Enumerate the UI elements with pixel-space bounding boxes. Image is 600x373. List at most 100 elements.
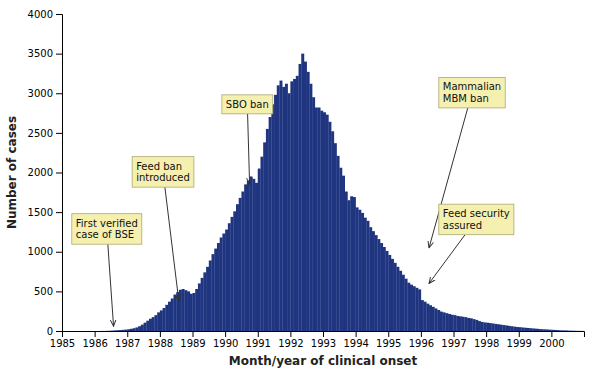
tick-mark <box>56 133 62 134</box>
bar <box>353 197 356 331</box>
tick-label: 1500 <box>28 207 53 218</box>
tick: 1992 <box>278 331 303 349</box>
bar <box>282 87 285 331</box>
bar <box>448 314 451 331</box>
tick-label: 0 <box>47 326 53 337</box>
bar <box>405 279 408 331</box>
tick-mark <box>56 252 62 253</box>
bar <box>195 289 198 331</box>
bar <box>171 299 174 331</box>
tick: 2000 <box>28 167 62 178</box>
bar <box>220 237 223 331</box>
bar <box>187 291 190 331</box>
bar <box>372 231 375 331</box>
bar <box>475 320 478 331</box>
bar <box>554 330 557 331</box>
tick-label: 1987 <box>115 338 140 349</box>
bar <box>130 329 133 331</box>
bar <box>203 272 206 331</box>
annotation-box <box>222 95 273 114</box>
bar <box>326 115 329 331</box>
bar <box>81 331 84 332</box>
bar <box>413 286 416 331</box>
bar <box>399 271 402 331</box>
axis-line <box>56 15 63 332</box>
x-axis: 1985198619871988198919901991199219931994… <box>50 331 585 349</box>
bar <box>562 330 565 331</box>
tick: 1500 <box>28 207 62 218</box>
bar <box>527 328 530 331</box>
bar <box>339 168 342 331</box>
annotation: Feed securityassured <box>429 204 514 283</box>
bar <box>445 313 448 331</box>
annotation-text: Feed banintroduced <box>136 161 190 184</box>
tick-mark <box>56 14 62 15</box>
bar <box>516 327 519 331</box>
tick-mark <box>323 331 324 337</box>
bar <box>301 54 304 331</box>
bar <box>579 330 582 331</box>
tick: 1996 <box>409 331 434 349</box>
tick: 1985 <box>50 331 75 349</box>
tick: 1000 <box>28 246 62 257</box>
bar <box>459 316 462 331</box>
y-axis: 05001000150020002500300035004000 <box>28 9 63 337</box>
bar <box>149 319 152 331</box>
annotation-arrow <box>108 244 114 326</box>
bar <box>432 307 435 331</box>
bar <box>206 267 209 331</box>
bar <box>133 328 136 331</box>
bar <box>470 318 473 331</box>
tick-label: 500 <box>34 286 53 297</box>
tick-label: 1999 <box>507 338 532 349</box>
tick: 1998 <box>474 331 499 349</box>
bar <box>114 330 117 331</box>
bar <box>277 85 280 331</box>
bar <box>494 324 497 331</box>
bar <box>280 81 283 331</box>
bar <box>125 330 128 331</box>
bar <box>92 331 95 332</box>
bar <box>154 315 157 331</box>
bar <box>508 326 511 331</box>
tick-mark <box>290 331 291 337</box>
tick-label: 1986 <box>82 338 107 349</box>
bar <box>464 317 467 331</box>
tick: 1989 <box>180 331 205 349</box>
bar <box>323 112 326 331</box>
bar <box>217 243 220 331</box>
axis-line <box>63 332 585 338</box>
tick: 2000 <box>539 331 564 349</box>
tick-label: 1985 <box>50 338 75 349</box>
tick-label: 4000 <box>28 9 53 20</box>
annotation-arrow <box>165 187 179 301</box>
annotation: SBO ban <box>222 95 273 185</box>
tick-mark <box>454 331 455 337</box>
tick-label: 1991 <box>246 338 271 349</box>
bar <box>521 328 524 331</box>
bar <box>214 249 217 331</box>
bar <box>70 331 73 332</box>
bar <box>530 328 533 331</box>
tick-mark <box>56 291 62 292</box>
tick: 3500 <box>28 48 62 59</box>
bar <box>190 294 193 331</box>
tick: 1987 <box>115 331 140 349</box>
bar <box>451 315 454 331</box>
bar <box>334 143 337 331</box>
bar <box>570 330 573 331</box>
annotation-text: First verifiedcase of BSE <box>76 218 138 241</box>
bar <box>236 204 239 331</box>
bar <box>565 330 568 331</box>
tick: 1991 <box>246 331 271 349</box>
bar <box>252 179 255 331</box>
bar <box>538 329 541 331</box>
bar <box>424 302 427 331</box>
tick-label: 1993 <box>311 338 336 349</box>
tick: 4000 <box>28 9 62 20</box>
bar <box>524 328 527 331</box>
bar <box>108 330 111 331</box>
bar <box>228 223 231 331</box>
bar <box>497 324 500 331</box>
tick-label: 3500 <box>28 48 53 59</box>
